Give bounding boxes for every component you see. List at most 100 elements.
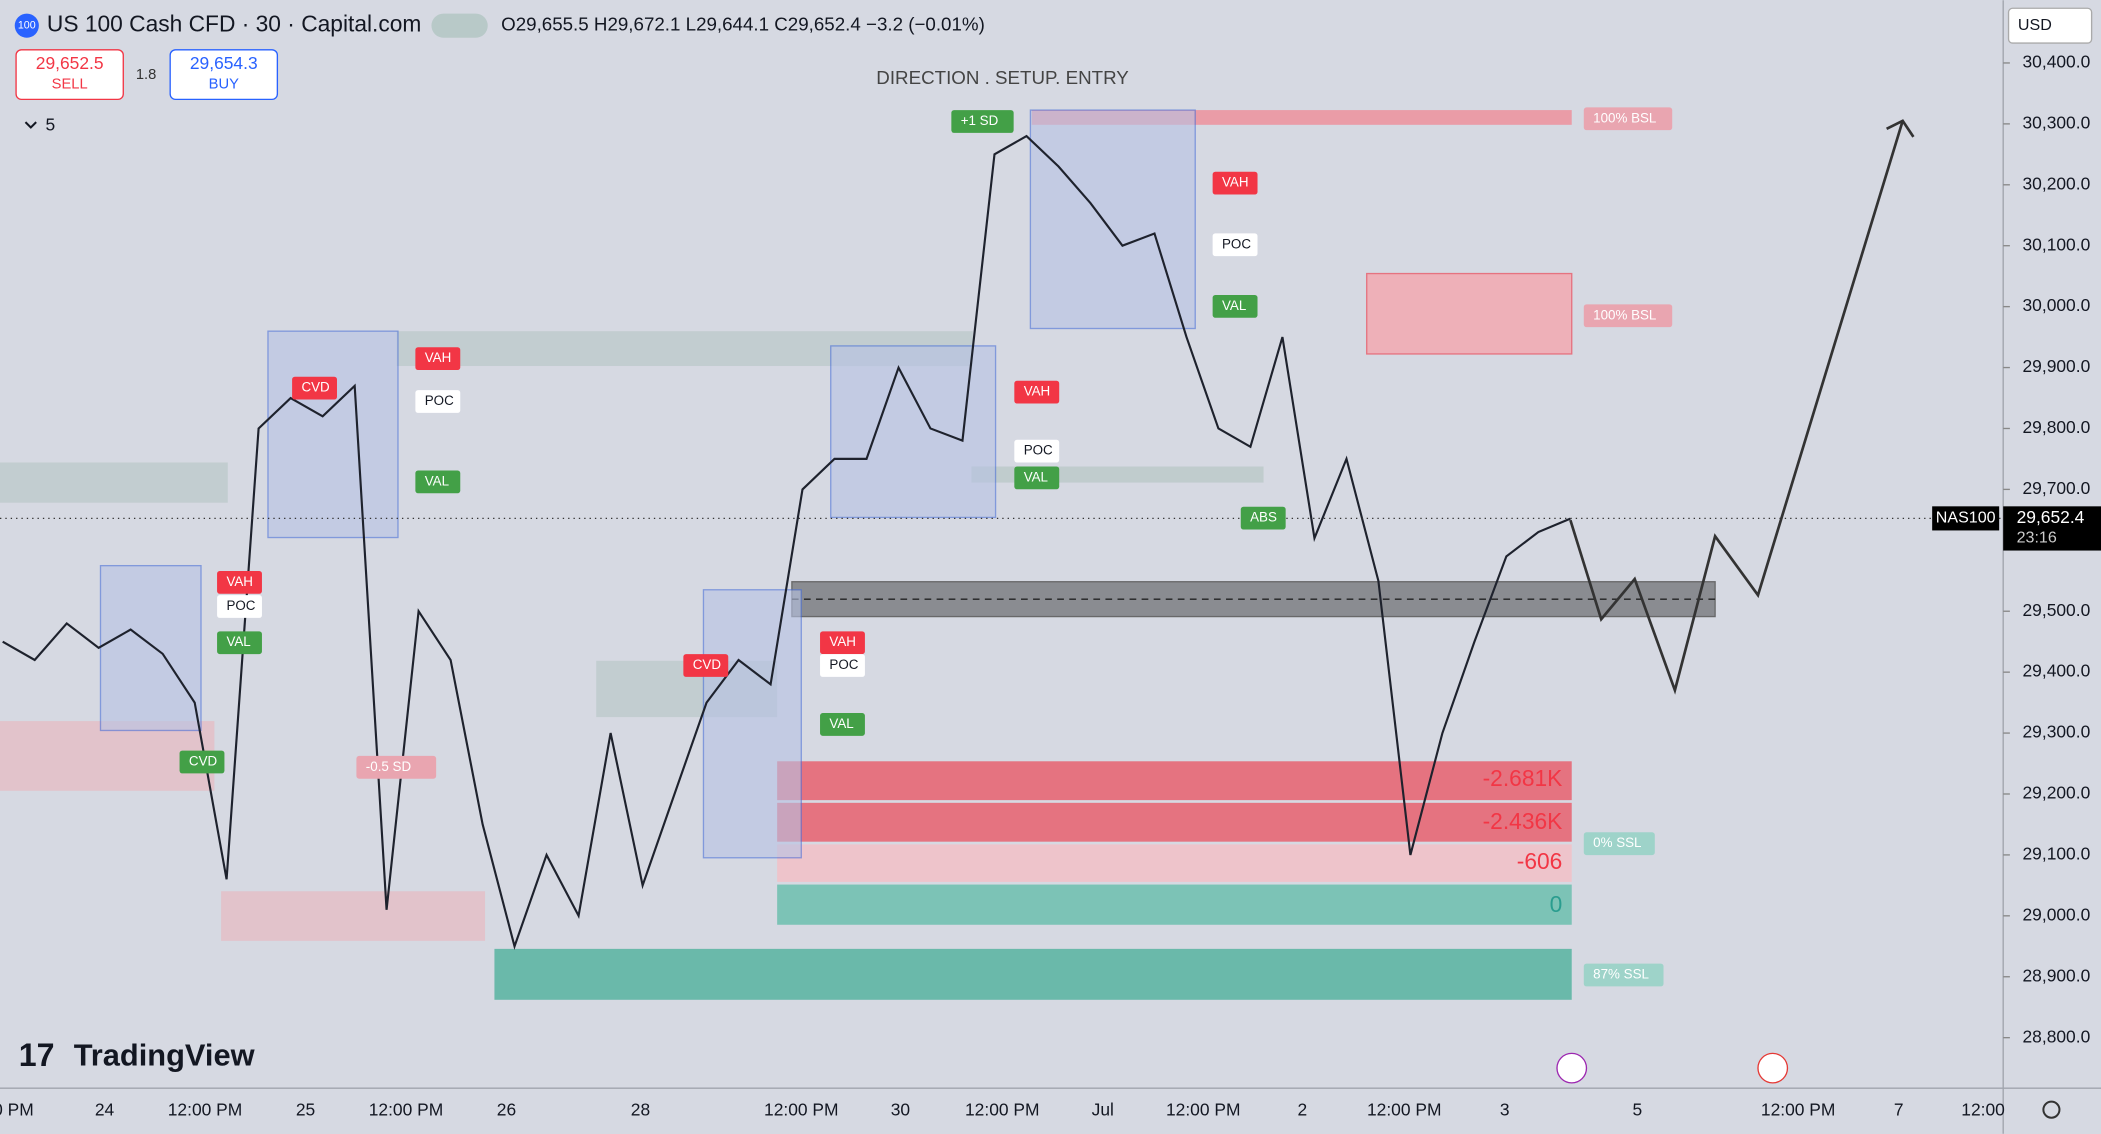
tag: ABS — [1250, 510, 1277, 525]
symbol-title: US 100 Cash CFD · 30 · Capital.com — [47, 11, 422, 37]
sell-price: 29,652.5 — [36, 53, 104, 73]
tag-bg — [1240, 506, 1286, 530]
tag-bg — [415, 390, 461, 413]
plot — [0, 134, 2004, 950]
status-pill — [431, 13, 488, 38]
zone — [494, 948, 1572, 1000]
tag: -0.5 SD — [366, 759, 412, 774]
zone — [777, 802, 1572, 842]
tag-bg — [820, 713, 865, 736]
tag: POC — [226, 598, 255, 613]
zone — [1366, 272, 1573, 355]
x-tick-label: Jul — [1092, 1100, 1114, 1120]
tag: POC — [1024, 443, 1053, 458]
y-tick-label: 28,800.0 — [2023, 1026, 2091, 1046]
zone — [221, 891, 486, 941]
tag-bg — [1014, 439, 1060, 463]
tag-bg — [820, 631, 865, 655]
y-tick-label: 29,000.0 — [2023, 904, 2091, 924]
y-tick-label: 29,200.0 — [2023, 783, 2091, 803]
y-tick-label: 29,900.0 — [2023, 356, 2091, 376]
symbol-tag: NAS100 — [1936, 509, 1996, 527]
y-tick-label: 29,800.0 — [2023, 417, 2091, 437]
zone — [0, 462, 228, 503]
currency-select[interactable] — [2007, 7, 2093, 44]
tag-bg — [356, 755, 437, 779]
tag: VAH — [425, 350, 452, 365]
indicator-count: 5 — [46, 115, 56, 135]
tag: VAL — [1222, 298, 1246, 313]
x-tick-label: 26 — [497, 1100, 516, 1120]
tag-bg — [292, 376, 337, 400]
zone — [777, 884, 1572, 925]
tag: 100% BSL — [1593, 307, 1656, 322]
tag: CVD — [189, 753, 218, 768]
tag: 0% SSL — [1593, 835, 1641, 850]
tag: VAL — [226, 634, 250, 649]
tag-bg — [1583, 304, 1673, 328]
sell-button[interactable] — [15, 49, 124, 101]
countdown: 23:16 — [2017, 529, 2057, 547]
tag-bg — [217, 571, 262, 594]
zone-label: -2.436K — [1483, 808, 1563, 834]
x-tick-label: 2 — [1298, 1100, 1308, 1120]
y-tick-label: 30,200.0 — [2023, 173, 2091, 193]
tag-bg — [1212, 171, 1258, 195]
buy-button[interactable] — [169, 49, 279, 101]
tag-bg — [951, 110, 1014, 133]
tag-bg — [1583, 832, 1655, 856]
tag: 87% SSL — [1593, 967, 1649, 982]
tag-bg — [1212, 294, 1258, 318]
x-tick-label: 5 — [1633, 1100, 1643, 1120]
tag-bg — [179, 750, 225, 774]
buy-price: 29,654.3 — [190, 53, 258, 73]
tag-bg — [415, 470, 461, 494]
zone-label: 0 — [1550, 891, 1563, 917]
event-icon[interactable] — [1757, 1052, 1789, 1084]
y-tick-label: 29,100.0 — [2023, 844, 2091, 864]
zone — [777, 761, 1572, 801]
tag-bg — [683, 654, 729, 677]
y-tick-label: 29,700.0 — [2023, 478, 2091, 498]
x-tick-label: 28 — [631, 1100, 650, 1120]
tag-bg — [1583, 107, 1673, 131]
settings-icon[interactable] — [2042, 1100, 2061, 1119]
collapse-icon[interactable] — [24, 121, 37, 129]
tag: VAL — [1024, 469, 1048, 484]
tag: VAH — [829, 634, 856, 649]
tag: VAH — [226, 574, 253, 589]
tag-bg — [1212, 233, 1258, 257]
y-tick-label: 30,300.0 — [2023, 112, 2091, 132]
spread: 1.8 — [136, 67, 156, 83]
x-tick-label: 3 — [1500, 1100, 1510, 1120]
tag: VAH — [1222, 175, 1249, 190]
x-tick-label: 12:00 PM — [1367, 1100, 1442, 1120]
tag: 100% BSL — [1593, 110, 1656, 125]
tag-bg — [415, 347, 461, 371]
y-tick-label: 29,300.0 — [2023, 722, 2091, 742]
tag: POC — [829, 657, 858, 672]
zone-label: -606 — [1517, 848, 1563, 874]
x-tick-label: 25 — [296, 1100, 315, 1120]
tag: POC — [1222, 236, 1251, 251]
tag: VAL — [425, 473, 449, 488]
ohlc: O29,655.5 H29,672.1 L29,644.1 C29,652.4 … — [501, 14, 985, 35]
tag-bg — [217, 595, 262, 618]
tag: +1 SD — [961, 113, 999, 128]
y-tick-label: 30,000.0 — [2023, 295, 2091, 315]
symbol-badge-bg — [14, 13, 39, 38]
tag: CVD — [693, 657, 722, 672]
x-tick-label: 7 — [1894, 1100, 1904, 1120]
zone — [0, 721, 215, 791]
sell-label: SELL — [52, 77, 88, 93]
event-icon[interactable] — [1556, 1052, 1588, 1084]
tag-bg — [217, 631, 262, 655]
zone — [777, 844, 1572, 882]
watermark: TradingView — [74, 1038, 256, 1073]
annotations: -2.681K -2.436K -606 0 100% BSL 100% BSL 0% SS… — [179, 107, 1673, 987]
tag: CVD — [301, 380, 330, 395]
tag-bg — [1014, 380, 1060, 404]
x-tick-label: 12:00 PM — [369, 1100, 444, 1120]
